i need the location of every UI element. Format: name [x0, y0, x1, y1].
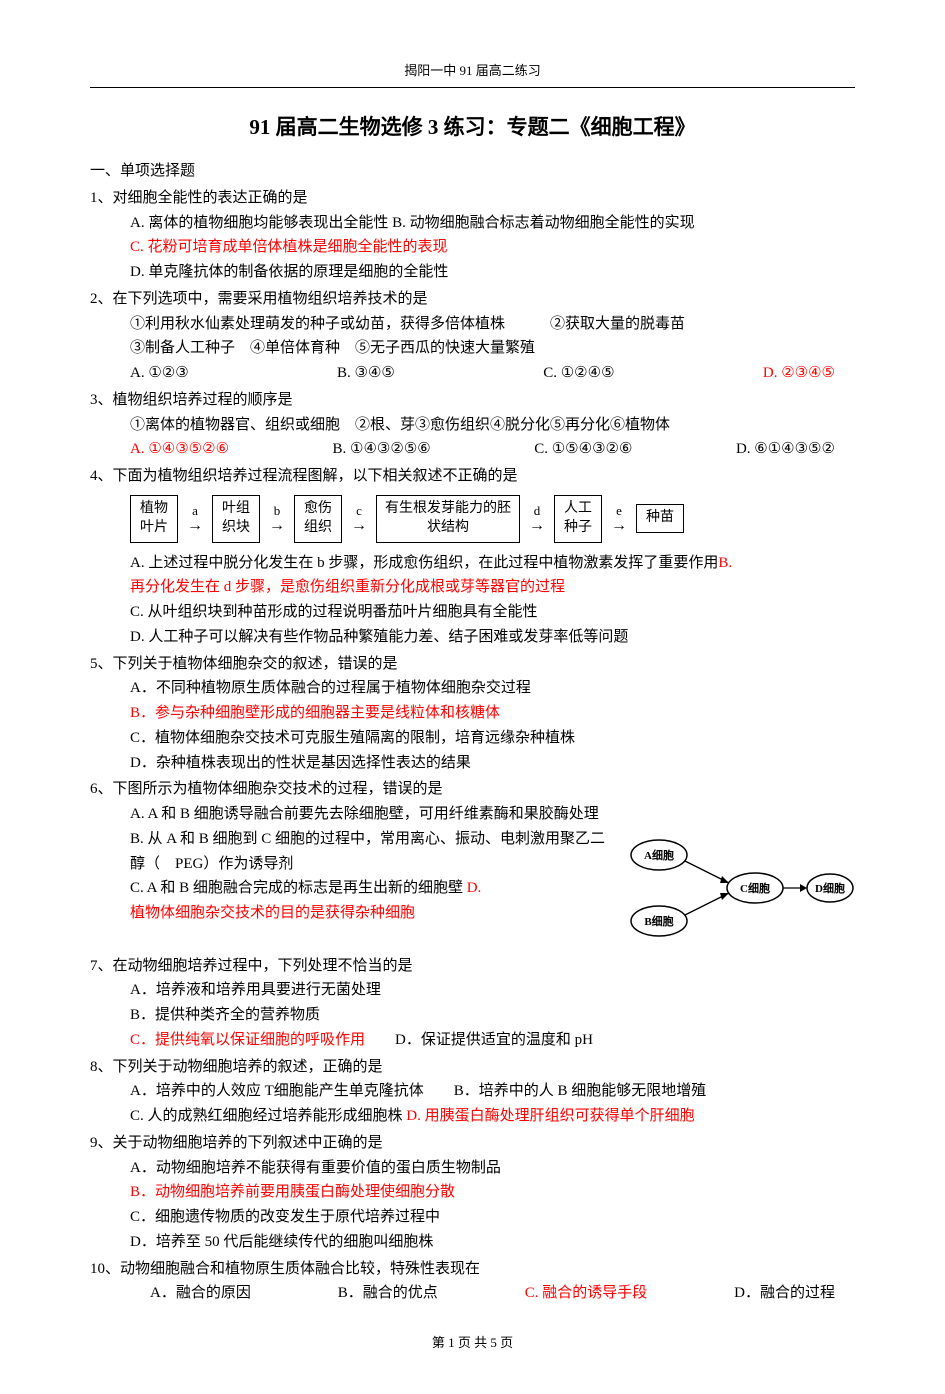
q7-opt-a: A．培养液和培养用具要进行无菌处理 — [130, 978, 855, 1003]
q5-opt-d: D．杂种植株表现出的性状是基因选择性表达的结果 — [130, 751, 855, 776]
flow-box-1: 植物叶片 — [130, 495, 178, 543]
svg-text:B细胞: B细胞 — [644, 914, 673, 928]
q5-stem: 5、下列关于植物体细胞杂交的叙述，错误的是 — [90, 652, 855, 677]
question-2: 2、在下列选项中，需要采用植物组织培养技术的是 ①利用秋水仙素处理萌发的种子或幼… — [90, 287, 855, 386]
q5-opt-b: B．参与杂种细胞壁形成的细胞器主要是线粒体和核糖体 — [130, 701, 855, 726]
question-4: 4、下面为植物组织培养过程流程图解，以下相关叙述不正确的是 植物叶片 a→ 叶组… — [90, 464, 855, 650]
q9-opt-a: A．动物细胞培养不能获得有重要价值的蛋白质生物制品 — [130, 1156, 855, 1181]
svg-text:C细胞: C细胞 — [740, 881, 770, 895]
flow-arrow-c: c→ — [346, 504, 372, 534]
q10-opt-c: C. 融合的诱导手段 — [525, 1281, 648, 1306]
q3-opt-a: A. ①④③⑤②⑥ — [130, 437, 229, 462]
q4-opt-a: A. 上述过程中脱分化发生在 b 步骤，形成愈伤组织，在此过程中植物激素发挥了重… — [130, 551, 855, 576]
question-10: 10、动物细胞融合和植物原生质体融合比较，特殊性表现在 A．融合的原因 B．融合… — [90, 1257, 855, 1307]
q6-opt-c: C. A 和 B 细胞融合完成的标志是再生出新的细胞壁 D. — [130, 876, 617, 901]
flow-box-4: 有生根发芽能力的胚状结构 — [376, 495, 520, 543]
q1-opt-a-b: A. 离体的植物细胞均能够表现出全能性 B. 动物细胞融合标志着动物细胞全能性的… — [130, 211, 855, 236]
q1-opt-c: C. 花粉可培育成单倍体植株是细胞全能性的表现 — [130, 235, 855, 260]
page-title: 91 届高二生物选修 3 练习：专题二《细胞工程》 — [90, 110, 855, 145]
flow-arrow-b: b→ — [264, 504, 290, 534]
page-footer: 第 1 页 共 5 页 — [90, 1332, 855, 1353]
question-1: 1、对细胞全能性的表达正确的是 A. 离体的植物细胞均能够表现出全能性 B. 动… — [90, 186, 855, 285]
flow-box-5: 人工种子 — [554, 495, 602, 543]
q10-stem: 10、动物细胞融合和植物原生质体融合比较，特殊性表现在 — [90, 1257, 855, 1282]
flow-box-2: 叶组织块 — [212, 495, 260, 543]
q6-stem: 6、下图所示为植物体细胞杂交技术的过程，错误的是 — [90, 777, 855, 802]
q2-line2: ③制备人工种子 ④单倍体育种 ⑤无子西瓜的快速大量繁殖 — [90, 336, 855, 361]
q1-opt-d: D. 单克隆抗体的制备依据的原理是细胞的全能性 — [130, 260, 855, 285]
q8-stem: 8、下列关于动物细胞培养的叙述，正确的是 — [90, 1055, 855, 1080]
q8-opt-a-b: A．培养中的人效应 T细胞能产生单克隆抗体 B．培养中的人 B 细胞能够无限地增… — [130, 1079, 855, 1104]
flow-box-3: 愈伤组织 — [294, 495, 342, 543]
flow-box-6: 种苗 — [636, 504, 684, 533]
q10-opt-b: B．融合的优点 — [338, 1281, 438, 1306]
q2-opt-c: C. ①②④⑤ — [543, 361, 614, 386]
q9-opt-d: D．培养至 50 代后能继续传代的细胞叫细胞株 — [130, 1230, 855, 1255]
section-heading: 一、单项选择题 — [90, 159, 855, 184]
q6-opt-b: B. 从 A 和 B 细胞到 C 细胞的过程中，常用离心、振动、电刺激用聚乙二醇… — [130, 827, 617, 877]
q7-stem: 7、在动物细胞培养过程中，下列处理不恰当的是 — [90, 954, 855, 979]
q9-opt-b: B．动物细胞培养前要用胰蛋白酶处理使细胞分散 — [130, 1180, 855, 1205]
question-5: 5、下列关于植物体细胞杂交的叙述，错误的是 A．不同种植物原生质体融合的过程属于… — [90, 652, 855, 776]
q3-opt-d: D. ⑥①④③⑤② — [736, 437, 835, 462]
flow-arrow-e: e→ — [606, 504, 632, 534]
q6-opt-a: A. A 和 B 细胞诱导融合前要先去除细胞壁，可用纤维素酶和果胶酶处理 — [130, 802, 855, 827]
q4-flow-diagram: 植物叶片 a→ 叶组织块 b→ 愈伤组织 c→ 有生根发芽能力的胚状结构 d→ … — [90, 495, 855, 543]
q10-opt-a: A．融合的原因 — [150, 1281, 251, 1306]
q9-opt-c: C．细胞遗传物质的改变发生于原代培养过程中 — [130, 1205, 855, 1230]
question-3: 3、植物组织培养过程的顺序是 ①离体的植物器官、组织或细胞 ②根、芽③愈伤组织④… — [90, 388, 855, 462]
svg-text:A细胞: A细胞 — [644, 848, 674, 862]
q9-stem: 9、关于动物细胞培养的下列叙述中正确的是 — [90, 1131, 855, 1156]
q4-stem: 4、下面为植物组织培养过程流程图解，以下相关叙述不正确的是 — [90, 464, 855, 489]
q6-opt-d: 植物体细胞杂交技术的目的是获得杂种细胞 — [130, 901, 617, 926]
q5-opt-c: C．植物体细胞杂交技术可克服生殖隔离的限制，培育远缘杂种植株 — [130, 726, 855, 751]
question-7: 7、在动物细胞培养过程中，下列处理不恰当的是 A．培养液和培养用具要进行无菌处理… — [90, 954, 855, 1053]
q10-opt-d: D．融合的过程 — [734, 1281, 835, 1306]
q3-stem: 3、植物组织培养过程的顺序是 — [90, 388, 855, 413]
page-header: 揭阳一中 91 届高二练习 — [90, 60, 855, 81]
q3-opt-c: C. ①⑤④③②⑥ — [534, 437, 632, 462]
q2-stem: 2、在下列选项中，需要采用植物组织培养技术的是 — [90, 287, 855, 312]
q3-line1: ①离体的植物器官、组织或细胞 ②根、芽③愈伤组织④脱分化⑤再分化⑥植物体 — [90, 413, 855, 438]
q2-opt-b: B. ③④⑤ — [337, 361, 395, 386]
header-rule — [90, 87, 855, 88]
flow-arrow-d: d→ — [524, 504, 550, 534]
q7-opt-cd: C．提供纯氧以保证细胞的呼吸作用 D．保证提供适宜的温度和 pH — [130, 1028, 855, 1053]
q4-opt-b: 再分化发生在 d 步骤，是愈伤组织重新分化成根或芽等器官的过程 — [130, 575, 855, 600]
q4-opt-d: D. 人工种子可以解决有些作物品种繁殖能力差、结子困难或发芽率低等问题 — [130, 625, 855, 650]
q1-stem: 1、对细胞全能性的表达正确的是 — [90, 186, 855, 211]
q2-line1: ①利用秋水仙素处理萌发的种子或幼苗，获得多倍体植株 ②获取大量的脱毒苗 — [90, 312, 855, 337]
q2-opt-a: A. ①②③ — [130, 361, 189, 386]
question-8: 8、下列关于动物细胞培养的叙述，正确的是 A．培养中的人效应 T细胞能产生单克隆… — [90, 1055, 855, 1129]
q2-opt-d: D. ②③④⑤ — [763, 361, 835, 386]
flow-arrow-a: a→ — [182, 504, 208, 534]
cell-fusion-diagram: A细胞 B细胞 C细胞 D细胞 — [625, 833, 855, 952]
question-6: 6、下图所示为植物体细胞杂交技术的过程，错误的是 A. A 和 B 细胞诱导融合… — [90, 777, 855, 951]
q3-opt-b: B. ①④③②⑤⑥ — [333, 437, 431, 462]
q5-opt-a: A．不同种植物原生质体融合的过程属于植物体细胞杂交过程 — [130, 676, 855, 701]
question-9: 9、关于动物细胞培养的下列叙述中正确的是 A．动物细胞培养不能获得有重要价值的蛋… — [90, 1131, 855, 1255]
q8-opt-c-d: C. 人的成熟红细胞经过培养能形成细胞株 D. 用胰蛋白酶处理肝组织可获得单个肝… — [130, 1104, 855, 1129]
q4-opt-c: C. 从叶组织块到种苗形成的过程说明番茄叶片细胞具有全能性 — [130, 600, 855, 625]
q7-opt-b: B．提供种类齐全的营养物质 — [130, 1003, 855, 1028]
svg-text:D细胞: D细胞 — [815, 881, 845, 895]
